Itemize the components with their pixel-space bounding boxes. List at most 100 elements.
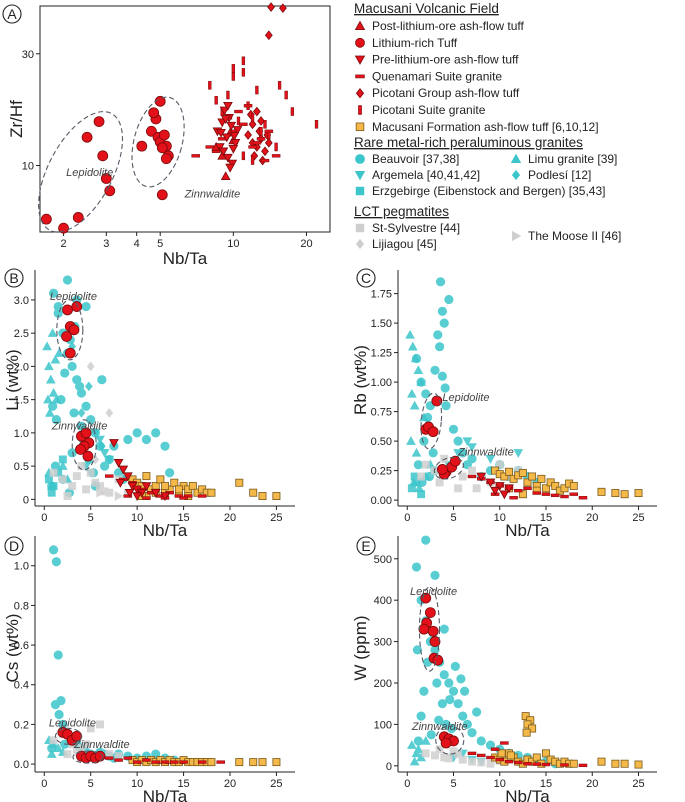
x-axis-label: Nb/Ta — [143, 787, 188, 802]
data-point — [437, 306, 447, 316]
data-point — [406, 436, 416, 445]
data-point — [86, 468, 95, 477]
data-point — [453, 449, 464, 458]
data-point — [413, 365, 424, 375]
data-point — [97, 150, 109, 162]
data-point — [506, 751, 515, 760]
x-tick-label: 20 — [300, 238, 312, 250]
data-point — [418, 623, 430, 635]
data-point — [197, 494, 207, 498]
lepidolite-field — [56, 299, 84, 361]
x-tick-label: 5 — [450, 512, 456, 524]
data-point — [477, 758, 486, 767]
x-tick-label: 15 — [177, 512, 189, 524]
data-point — [72, 212, 84, 223]
data-point — [67, 361, 77, 371]
lepidolite-field — [54, 727, 82, 745]
data-point — [448, 424, 459, 434]
data-point — [541, 492, 551, 496]
data-point — [263, 120, 267, 129]
legend-label: Macusani Formation ash-flow tuff [6,10,1… — [372, 120, 599, 134]
data-point — [437, 699, 447, 709]
data-point — [115, 478, 126, 488]
x-axis-label: Nb/Ta — [505, 787, 550, 802]
data-point — [123, 756, 133, 760]
data-point — [170, 478, 179, 487]
data-point — [53, 301, 63, 312]
data-point — [207, 488, 216, 497]
data-point — [436, 464, 448, 475]
series-picotani-group-ash-flow-tuff — [244, 2, 287, 166]
data-point — [472, 484, 481, 493]
data-point — [239, 122, 248, 126]
data-point — [123, 494, 133, 498]
legend-title: Macusani Volcanic Field — [354, 1, 499, 16]
x-tick-label: 10 — [494, 512, 506, 524]
data-point — [409, 400, 420, 410]
data-point — [551, 493, 560, 498]
legend-item: Quenamari Suite granite — [355, 69, 502, 83]
panel-label-circle — [356, 268, 376, 288]
data-point — [271, 154, 281, 158]
x-tick-label: 0 — [41, 778, 47, 790]
data-point — [523, 720, 532, 729]
annotation: Lepidolite — [50, 291, 97, 303]
data-point — [490, 747, 500, 751]
y-tick-label: 0.50 — [371, 436, 392, 448]
data-point — [142, 472, 151, 481]
data-point — [71, 301, 83, 312]
data-point — [412, 645, 423, 655]
data-point — [63, 492, 72, 500]
data-point — [183, 494, 193, 498]
data-point — [532, 491, 541, 495]
data-point — [416, 711, 426, 721]
data-point — [257, 116, 265, 126]
zinnwaldite-field — [433, 456, 464, 480]
legend-marker — [358, 105, 362, 115]
panel-label-text: A — [7, 6, 17, 22]
data-point — [151, 482, 160, 491]
y-tick-label: 0.25 — [371, 466, 392, 478]
annotation: Lepidolite — [66, 167, 113, 179]
y-tick-label: 0 — [23, 494, 29, 506]
panel-label-text: E — [361, 538, 370, 554]
data-point — [54, 348, 65, 357]
data-point — [435, 342, 445, 352]
legend-label: The Moose II [46] — [528, 229, 621, 243]
data-point — [430, 570, 440, 580]
data-point — [216, 128, 226, 138]
data-point — [216, 760, 225, 764]
data-point — [48, 288, 59, 298]
data-point — [441, 401, 451, 411]
annotation: Lepidolite — [49, 717, 96, 729]
data-point — [407, 484, 416, 493]
y-tick-label: 1.00 — [371, 377, 392, 389]
y-tick-label: 2.5 — [14, 328, 29, 340]
data-point — [410, 472, 419, 481]
data-point — [58, 475, 67, 484]
data-point — [132, 760, 142, 764]
zinnwaldite-field — [131, 96, 185, 188]
data-point — [405, 329, 415, 339]
data-point — [44, 361, 54, 371]
data-point — [44, 407, 55, 417]
data-point — [421, 460, 430, 469]
data-point — [141, 482, 152, 492]
data-point — [261, 146, 269, 157]
data-point — [277, 81, 282, 90]
data-point — [432, 678, 442, 688]
data-point — [500, 741, 509, 745]
legend-label: Lithium-rich Tuff — [372, 36, 458, 50]
series-quenamari-picotani — [467, 741, 588, 768]
data-point — [467, 454, 477, 464]
data-point — [249, 758, 258, 767]
data-point — [620, 759, 629, 768]
data-point — [230, 139, 241, 148]
data-point — [51, 557, 61, 567]
data-point — [427, 426, 439, 438]
data-point — [160, 492, 170, 502]
data-point — [132, 492, 143, 502]
data-point — [458, 711, 468, 721]
legend-marker — [355, 37, 365, 48]
data-point — [256, 137, 266, 141]
